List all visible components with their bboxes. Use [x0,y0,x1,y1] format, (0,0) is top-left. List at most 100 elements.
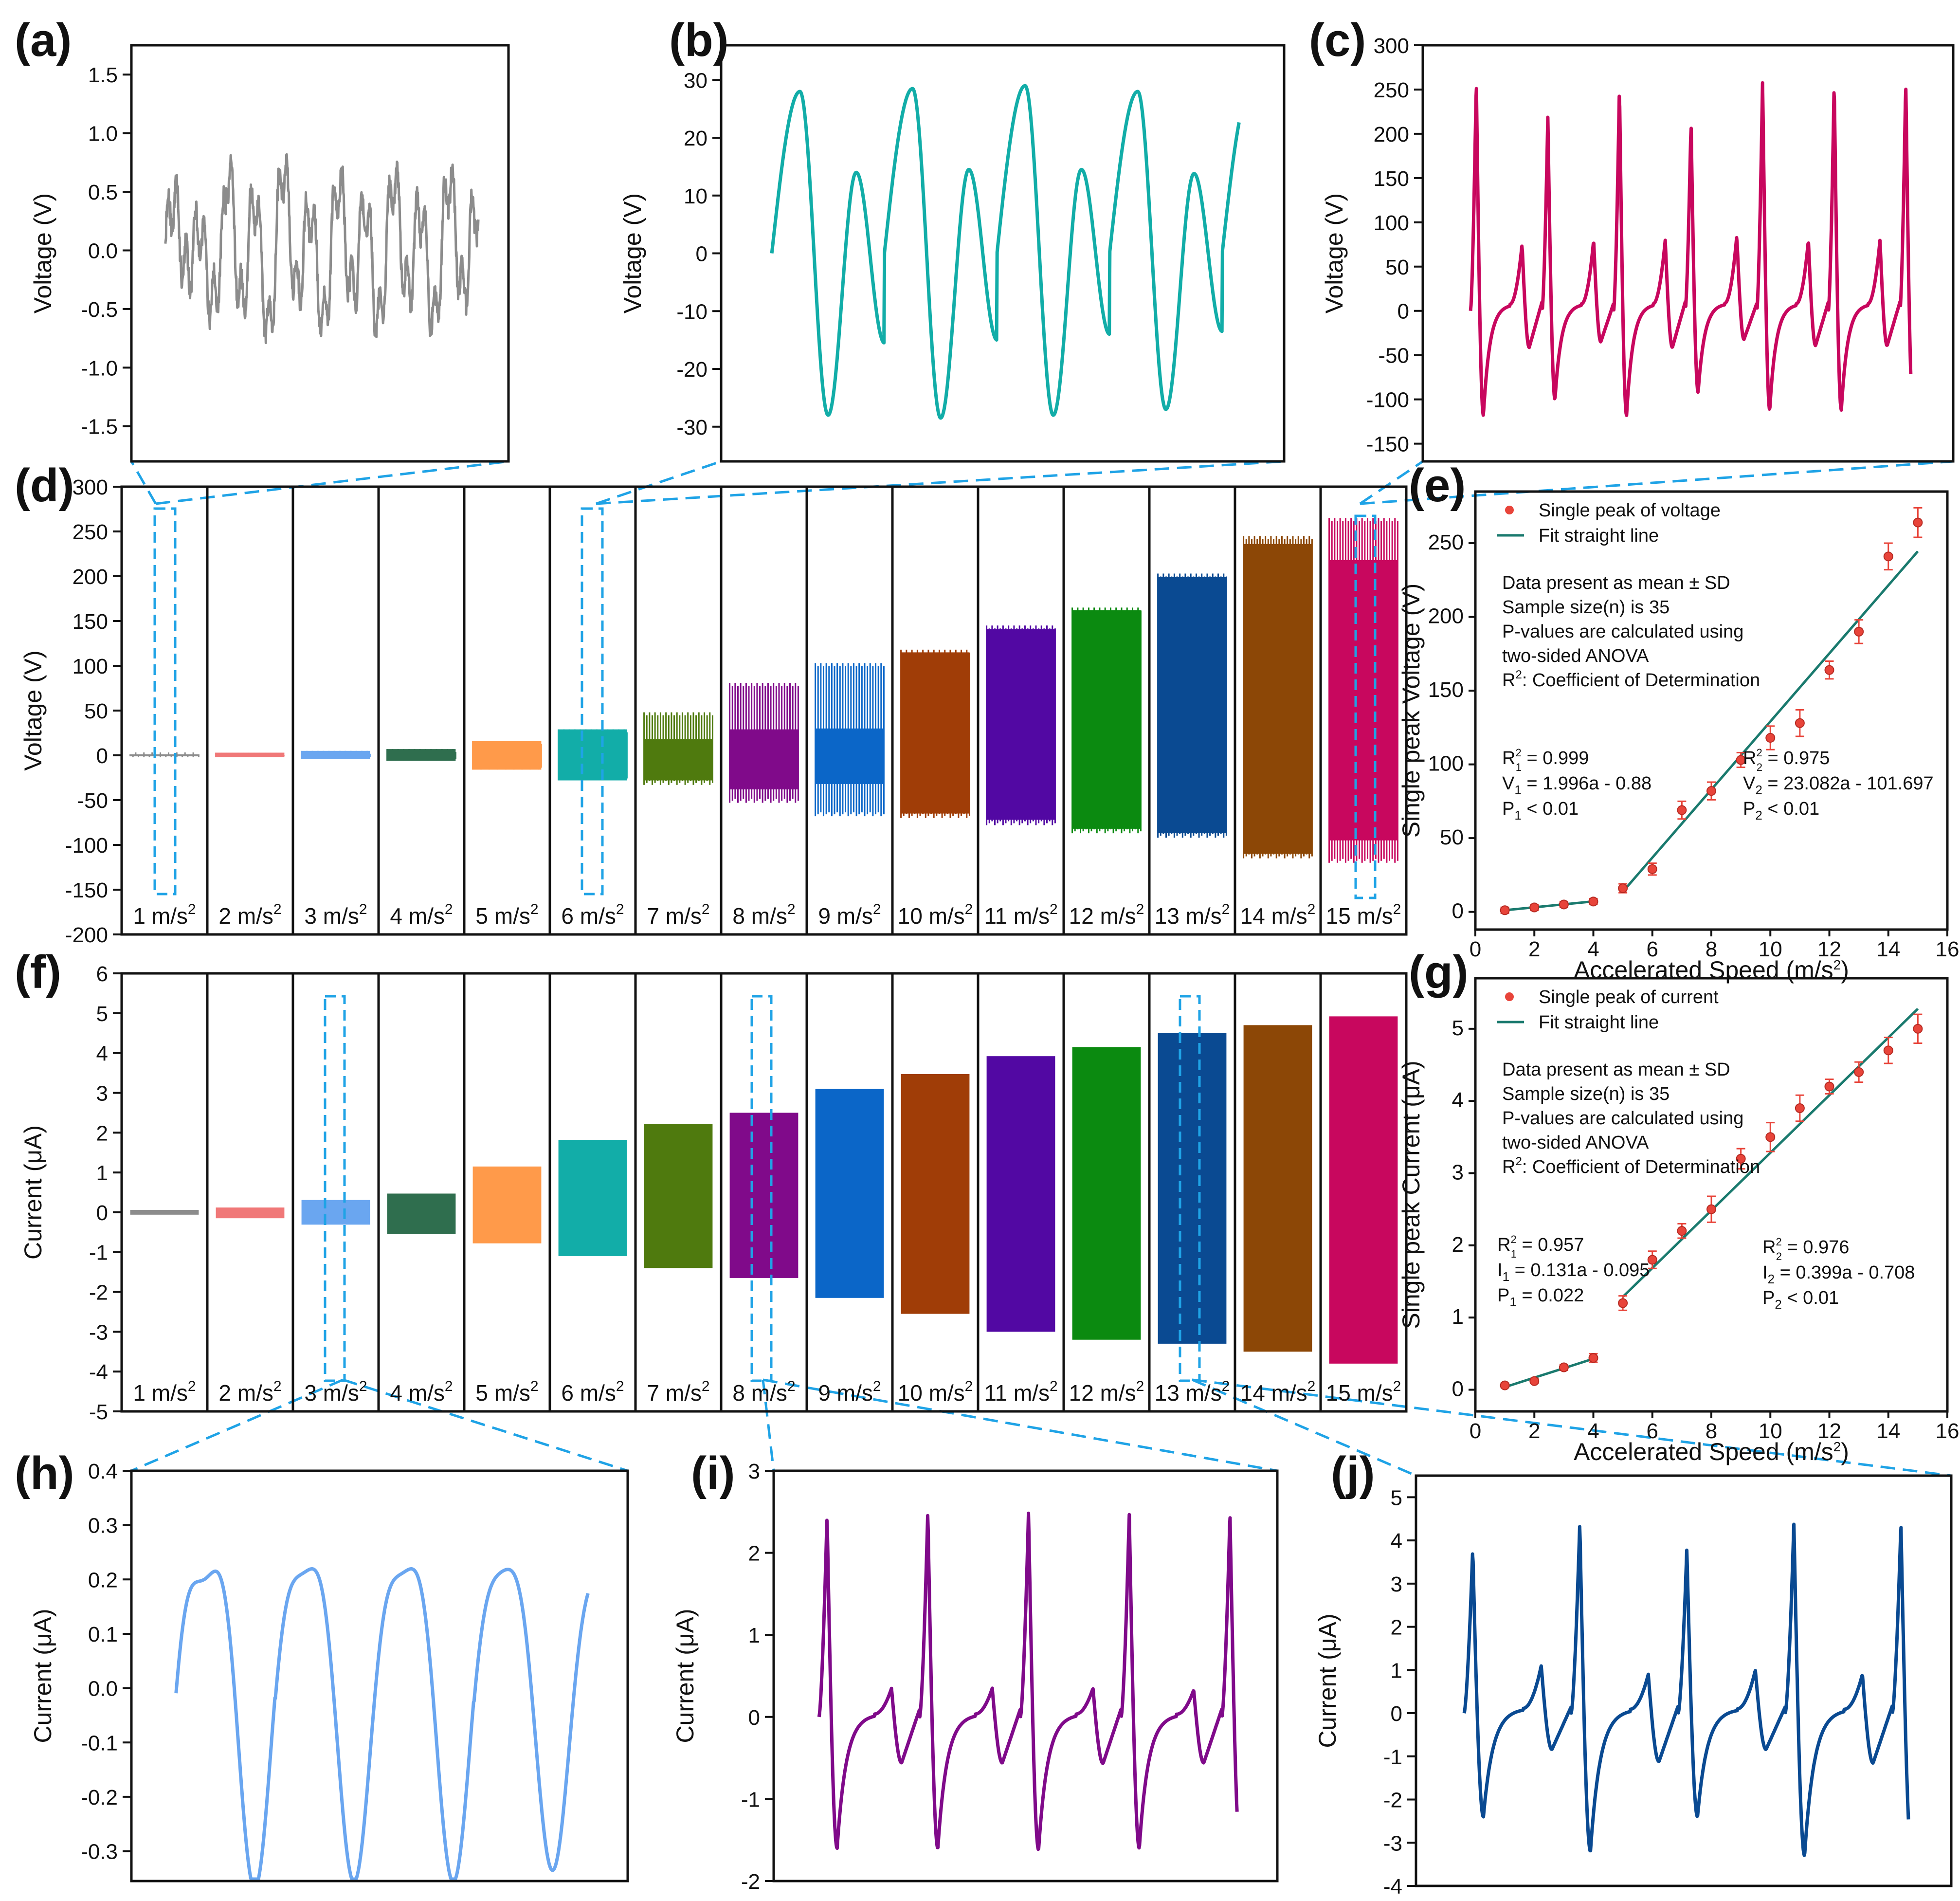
series-line-c [1470,83,1911,415]
envelope-11 [987,625,1055,825]
y-tick-label: -2 [89,1281,108,1305]
y-tick-label: 50 [1385,256,1409,279]
legend-label: Single peak of voltage [1539,500,1721,521]
segment-label-unit: 1 m/s [133,903,187,929]
data-point [1677,801,1686,819]
data-point [1530,903,1539,912]
segment-label-unit: 2 m/s [218,903,273,929]
fit-line-1 [1505,901,1594,910]
segment-label-sup: 2 [530,1378,539,1394]
plot-frame-g [1475,978,1947,1411]
y-axis-title: Single peak Voltage (V) [1397,584,1425,838]
y-tick-label: 150 [1374,167,1409,191]
y-tick-label: 200 [1428,604,1464,628]
panel-label-c: (c) [1309,14,1366,66]
envelope-9 [816,1089,884,1298]
stat-line: R2 1 = 0.957 [1497,1233,1584,1260]
segment-label: 8 m/s2 [732,1378,795,1406]
segment-label: 14 m/s2 [1240,901,1316,929]
segment-label: 6 m/s2 [561,901,624,929]
segment-label-unit: 4 m/s [390,1380,444,1406]
segment-label: 14 m/s2 [1240,1378,1316,1406]
stat-line: P1 < 0.01 [1502,799,1579,823]
plot-frame-i [774,1471,1277,1881]
legend-label: Fit straight line [1539,526,1659,546]
segment-label-unit: 11 m/s [984,903,1050,929]
y-tick-label: 100 [1374,211,1409,235]
y-tick-label: -100 [65,834,108,858]
segment-label-unit: 5 m/s [475,903,530,929]
envelope-13 [1158,1033,1227,1344]
note-line: P-values are calculated using [1502,1108,1743,1129]
y-tick-label: 0 [1452,1377,1464,1401]
series-line-i [819,1513,1237,1849]
y-axis-title: Current (μA) [671,1609,699,1743]
stat-line: V1 = 1.996a - 0.88 [1502,773,1651,797]
y-axis-title: Single peak Current (μA) [1397,1060,1425,1329]
segment-label-sup: 2 [1222,901,1230,917]
envelope-1 [130,1210,199,1215]
segment-label: 2 m/s2 [218,1378,281,1406]
envelope-7 [644,713,713,785]
segment-label-sup: 2 [273,1378,282,1394]
segment-label-unit: 13 m/s [1155,1380,1222,1406]
series-line-j [1464,1524,1908,1855]
x-tick-label: 2 [1528,1419,1540,1443]
data-point [1796,1095,1804,1121]
segment-label-sup: 2 [359,901,367,917]
stat-line: R2 2 = 0.975 [1743,747,1830,773]
segment-label: 5 m/s2 [475,901,538,929]
segment-label-unit: 4 m/s [390,903,444,929]
y-tick-label: 300 [73,475,108,499]
segment-label: 11 m/s2 [984,901,1057,929]
envelope-8 [730,683,799,803]
panel-label-a: (a) [15,14,72,66]
y-tick-label: -1.5 [81,415,118,439]
y-tick-label: -3 [89,1320,108,1344]
segment-label: 6 m/s2 [561,1378,624,1406]
y-tick-label: 0.2 [88,1568,118,1592]
stat-line: R2 1 = 0.999 [1502,747,1589,773]
y-tick-label: -50 [77,789,108,813]
stat-line: P1 = 0.022 [1497,1285,1584,1309]
note-line: Data present as mean ± SD [1502,1060,1730,1080]
envelope-4 [387,1193,456,1234]
panel-label-g: (g) [1409,946,1469,998]
legend-marker [1505,506,1514,514]
x-tick-label: 16 [1936,937,1960,961]
y-tick-label: 0.3 [88,1514,118,1538]
y-tick-label: -0.1 [81,1731,118,1755]
segment-label-sup: 2 [702,901,710,917]
panel-label-d: (d) [15,459,74,512]
data-point [1501,1381,1509,1390]
data-point [1560,1363,1568,1372]
y-tick-label: 100 [73,655,108,678]
segment-label-sup: 2 [445,1378,453,1394]
stat-line: R2 2 = 0.976 [1762,1236,1849,1262]
segment-label-sup: 2 [787,901,796,917]
data-point [1560,900,1568,909]
y-tick-label: 200 [1374,123,1409,146]
segment-label-unit: 14 m/s [1240,1380,1307,1406]
segment-label-unit: 6 m/s [561,903,616,929]
segment-label-sup: 2 [616,901,624,917]
y-tick-label: 3 [748,1460,760,1483]
segment-label: 9 m/s2 [818,901,881,929]
data-point [1884,543,1893,570]
y-tick-label: -5 [89,1400,108,1424]
y-tick-label: -10 [676,300,708,324]
y-tick-label: 0.4 [88,1460,118,1483]
segment-label: 12 m/s2 [1069,1378,1144,1406]
segment-label-sup: 2 [1050,901,1058,917]
x-tick-label: 16 [1936,1419,1960,1443]
envelope-2 [216,752,285,757]
segment-label-sup: 2 [188,901,196,917]
note-line: R2: Coefficient of Determination [1502,668,1760,691]
segment-label-sup: 2 [1136,901,1144,917]
segment-label: 15 m/s2 [1326,1378,1401,1406]
segment-label: 11 m/s2 [984,1378,1057,1406]
segment-label: 10 m/s2 [898,901,973,929]
envelope-10 [901,650,970,818]
y-tick-label: -1 [1383,1745,1402,1769]
x-tick-label: 0 [1470,1419,1481,1443]
